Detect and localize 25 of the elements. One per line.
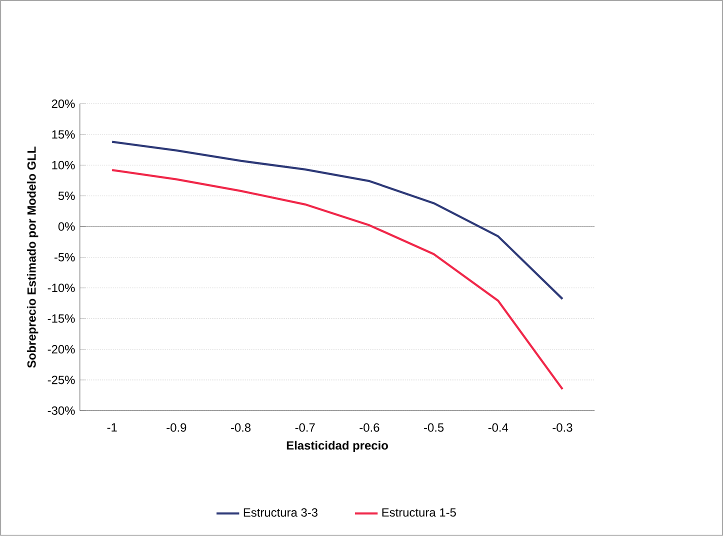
y-tick-label: -25% bbox=[48, 376, 75, 384]
legend-label: Estructura 1-5 bbox=[382, 508, 456, 517]
legend-label: Estructura 3-3 bbox=[244, 508, 318, 517]
x-tick-label: -0.7 bbox=[295, 423, 315, 432]
y-tick-label: -30% bbox=[48, 406, 75, 415]
y-tick-label: -5% bbox=[54, 253, 75, 262]
y-tick-label: 5% bbox=[58, 192, 75, 200]
y-tick-label: -15% bbox=[48, 314, 75, 323]
x-tick-label: -0.3 bbox=[552, 423, 572, 432]
y-tick-label: -10% bbox=[48, 284, 75, 292]
line-series bbox=[111, 140, 564, 300]
y-tick-label: 10% bbox=[52, 160, 75, 170]
x-tick-label: -1 bbox=[107, 423, 117, 432]
x-tick-label: -0.4 bbox=[488, 423, 508, 432]
x-tick-label: -0.8 bbox=[231, 423, 251, 432]
x-tick-label: -0.6 bbox=[360, 423, 380, 432]
y-tick-label: 0% bbox=[58, 222, 75, 231]
y-tick-label: 20% bbox=[52, 100, 75, 108]
y-axis-title: Sobreprecio Estimado por Modelo GLL bbox=[27, 146, 38, 368]
line-series bbox=[111, 169, 564, 390]
x-axis-title: Elasticidad precio bbox=[286, 440, 388, 452]
x-tick-label: -0.9 bbox=[166, 423, 186, 432]
y-tick-label: -20% bbox=[48, 345, 75, 354]
y-tick-label: 15% bbox=[52, 130, 75, 139]
x-tick-label: -0.5 bbox=[424, 423, 444, 432]
